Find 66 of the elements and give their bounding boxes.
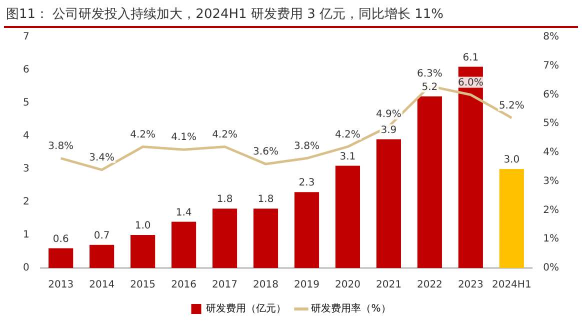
bar bbox=[130, 235, 156, 268]
data-label: 4.2% bbox=[130, 129, 156, 140]
x-tick-label: 2024H1 bbox=[492, 280, 532, 291]
x-tick-label: 2022 bbox=[416, 280, 442, 291]
data-label: 2.3 bbox=[298, 178, 315, 189]
y2-tick-label: 5% bbox=[543, 118, 560, 130]
y-tick-label: 0 bbox=[22, 262, 30, 274]
bar bbox=[499, 169, 524, 268]
bar bbox=[48, 248, 74, 268]
y2-tick-label: 8% bbox=[543, 32, 560, 43]
bar bbox=[253, 208, 278, 268]
x-tick-label: 2015 bbox=[130, 280, 156, 291]
bar bbox=[90, 244, 114, 268]
x-tick-label: 2020 bbox=[334, 280, 360, 291]
data-label: 3.4% bbox=[89, 152, 115, 164]
y-tick-label: 4 bbox=[22, 130, 30, 142]
data-label: 6.3% bbox=[416, 68, 442, 80]
chart-title: 图11： 公司研发投入持续加大，2024H1 研发费用 3 亿元，同比增长 11% bbox=[5, 6, 444, 24]
data-label: 1.0 bbox=[134, 220, 151, 232]
x-tick-label: 2021 bbox=[376, 280, 402, 291]
y2-tick-label: 3% bbox=[543, 176, 560, 187]
data-label: 3.8% bbox=[48, 140, 74, 152]
data-label: 1.8 bbox=[258, 194, 274, 206]
data-label: 6.1 bbox=[462, 52, 479, 64]
bar bbox=[458, 66, 483, 268]
legend-label: 研发费用率（%） bbox=[311, 302, 391, 315]
y-tick-label: 7 bbox=[22, 32, 30, 43]
y2-tick-label: 4% bbox=[543, 147, 560, 158]
data-label: 4.9% bbox=[376, 109, 402, 120]
data-label: 6.0% bbox=[458, 77, 484, 88]
data-label: 1.8 bbox=[216, 194, 233, 206]
x-tick-label: 2017 bbox=[212, 280, 238, 291]
data-label: 3.0 bbox=[504, 154, 520, 166]
data-label: 1.4 bbox=[176, 207, 192, 218]
data-label: 5.2% bbox=[498, 100, 524, 112]
x-tick-label: 2016 bbox=[171, 280, 197, 291]
y-tick-label: 3 bbox=[22, 164, 30, 175]
y2-tick-label: 6% bbox=[543, 89, 560, 100]
x-tick-label: 2023 bbox=[458, 280, 484, 291]
y2-tick-label: 0% bbox=[543, 262, 560, 274]
y2-tick-label: 1% bbox=[543, 234, 560, 245]
bar bbox=[172, 222, 196, 268]
y2-tick-label: 2% bbox=[543, 204, 560, 216]
data-label: 3.1 bbox=[340, 151, 356, 162]
data-label: 3.6% bbox=[253, 146, 278, 158]
x-tick-label: 2014 bbox=[89, 280, 115, 291]
y-tick-label: 5 bbox=[22, 98, 30, 109]
y-tick-label: 6 bbox=[22, 64, 30, 76]
bar bbox=[212, 208, 238, 268]
bar bbox=[294, 192, 320, 268]
data-label: 4.2% bbox=[335, 129, 360, 140]
x-tick-label: 2019 bbox=[294, 280, 320, 291]
bar bbox=[417, 96, 442, 268]
legend-label: 研发费用（亿元） bbox=[206, 302, 286, 315]
bar bbox=[376, 139, 401, 268]
y-tick-label: 2 bbox=[22, 196, 30, 208]
y2-tick-label: 7% bbox=[543, 60, 560, 72]
x-tick-label: 2013 bbox=[48, 280, 74, 291]
data-label: 4.1% bbox=[171, 132, 196, 144]
data-label: 4.2% bbox=[212, 129, 238, 140]
x-tick-label: 2018 bbox=[253, 280, 278, 291]
bar bbox=[335, 166, 360, 268]
data-label: 0.7 bbox=[94, 230, 110, 242]
data-label: 3.8% bbox=[294, 140, 320, 152]
data-label: 0.6 bbox=[52, 234, 69, 245]
y-tick-label: 1 bbox=[22, 230, 30, 241]
